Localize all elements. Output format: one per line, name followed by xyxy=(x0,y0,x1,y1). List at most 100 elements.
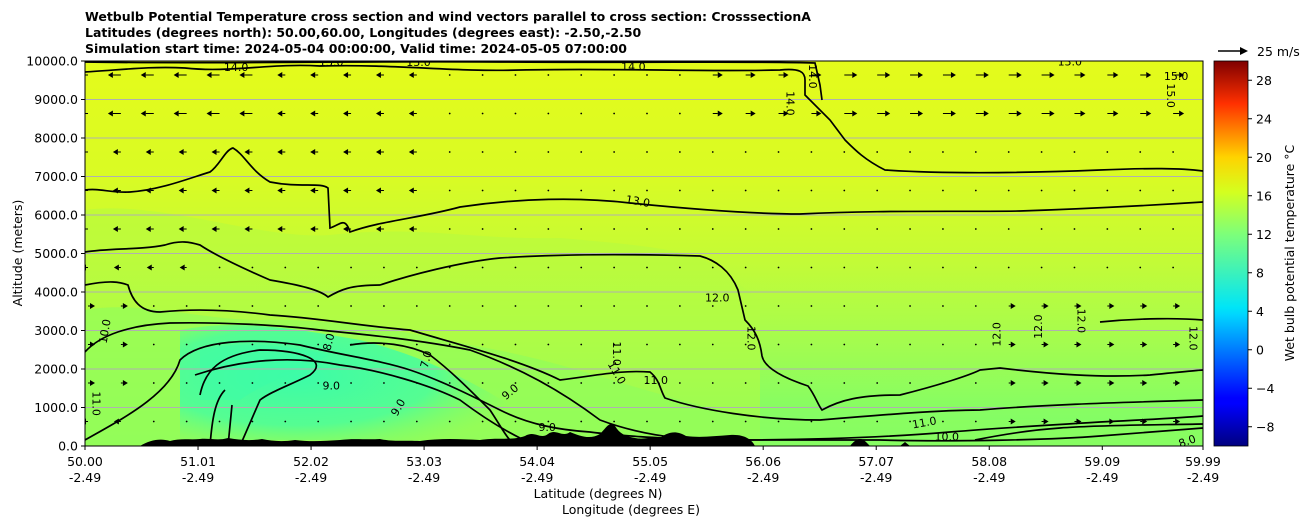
x-tick-label-lat: 57.07 xyxy=(858,454,894,469)
wind-vector xyxy=(448,266,451,269)
colorbar-tick-label: 16 xyxy=(1256,188,1272,203)
wind-vector xyxy=(317,266,320,269)
contour-label: 13.0 xyxy=(319,56,344,69)
wind-vector-head xyxy=(80,226,85,232)
wind-vector xyxy=(383,343,385,346)
wind-vector-head xyxy=(239,110,245,117)
wind-vector xyxy=(646,151,648,153)
wind-vector-head xyxy=(173,72,179,78)
wind-vector xyxy=(678,343,681,346)
wind-vector-head xyxy=(918,110,924,117)
wind-vector xyxy=(448,305,451,307)
wind-vector xyxy=(711,420,714,423)
wind-vector xyxy=(218,343,221,346)
wind-vector-head xyxy=(375,110,381,117)
contour-label: 13.0 xyxy=(1058,56,1083,69)
wind-vector-head xyxy=(244,187,250,194)
wind-vector xyxy=(843,266,846,269)
contour-label: 13.0 xyxy=(625,193,651,210)
wind-vector xyxy=(613,151,616,153)
contour-label: 14.0 xyxy=(806,64,819,89)
contour-label: 9.0 xyxy=(538,421,556,434)
contour-label: 12.0 xyxy=(1075,309,1088,334)
colorbar-tick-label: 4 xyxy=(1256,304,1264,319)
y-tick-label: 1000.0 xyxy=(34,400,78,415)
wind-vector-head xyxy=(343,226,349,232)
wind-vector xyxy=(251,343,254,346)
wind-vector-head xyxy=(1175,418,1181,425)
wind-vector xyxy=(843,189,846,192)
wind-vector xyxy=(909,382,911,384)
wind-vector xyxy=(152,382,155,384)
wind-vector xyxy=(810,228,813,230)
wind-vector-head xyxy=(244,226,250,232)
wind-vector xyxy=(777,151,780,153)
wind-vector-head xyxy=(145,226,151,232)
wind-vector-head xyxy=(310,110,316,117)
contour-13-mid xyxy=(85,147,1203,234)
wind-vector xyxy=(547,343,550,346)
wind-vector-head xyxy=(918,72,924,78)
wind-vector xyxy=(613,189,616,192)
wind-vector-head xyxy=(112,226,118,232)
x-tick-label-lon: -2.49 xyxy=(408,470,440,485)
wind-vector-head xyxy=(173,110,179,117)
wind-vector-head xyxy=(1109,341,1115,348)
contour-label: 15.0 xyxy=(1164,70,1189,83)
contour-11 xyxy=(85,281,1203,421)
wind-vector xyxy=(744,189,747,192)
wind-vector xyxy=(448,112,451,115)
wind-vector xyxy=(810,189,813,192)
wind-vector xyxy=(1073,228,1076,230)
wind-vector xyxy=(876,343,879,346)
wind-vector xyxy=(1139,189,1142,192)
contour-lines xyxy=(85,61,1203,446)
wind-vector xyxy=(843,382,846,384)
wind-vector xyxy=(1007,266,1010,269)
contour-9 xyxy=(85,340,1203,442)
wind-vector xyxy=(284,266,287,269)
wind-vector-head xyxy=(1142,303,1148,309)
wind-vector xyxy=(646,305,648,307)
wind-vector-head xyxy=(178,187,184,194)
wind-vector xyxy=(448,382,451,384)
wind-vector xyxy=(514,112,517,115)
wind-vector-head xyxy=(1142,418,1148,425)
terrain-fill-right xyxy=(850,439,910,446)
wind-vector-head xyxy=(80,149,85,155)
colorbar-ticks: −8 −4 0 4 8 12 16 20 24 28 xyxy=(1248,73,1274,434)
wind-vector xyxy=(646,343,648,346)
wind-vector xyxy=(218,305,221,307)
colorbar-tick-label: 8 xyxy=(1256,265,1264,280)
wind-vector xyxy=(1106,151,1109,153)
cool-core xyxy=(200,344,330,400)
wind-vector-head xyxy=(310,149,316,155)
contour-label: 12.0 xyxy=(705,291,730,304)
wind-vector-head xyxy=(1179,72,1185,78)
wind-vector xyxy=(251,266,254,269)
wind-vector xyxy=(547,112,550,115)
wind-vector xyxy=(646,382,648,384)
wind-vector xyxy=(218,382,221,384)
wind-vector xyxy=(613,112,616,115)
wind-vector-head xyxy=(1146,110,1152,117)
wind-vector xyxy=(547,151,550,153)
wind-vector xyxy=(1073,151,1076,153)
wind-vector-head xyxy=(244,149,250,155)
wind-vector xyxy=(580,382,583,384)
wind-vector xyxy=(777,343,780,346)
y-tick-label: 8000.0 xyxy=(34,131,78,146)
y-tick-label: 3000.0 xyxy=(34,323,78,338)
wind-vector xyxy=(876,266,879,269)
contour-label: 15.0 xyxy=(1164,83,1177,108)
wind-vector-head xyxy=(1043,418,1049,425)
wind-vector xyxy=(810,151,813,153)
wind-vector-head xyxy=(1076,380,1082,386)
wind-vector xyxy=(152,420,155,423)
wind-vector-head xyxy=(277,187,283,194)
wind-vector-head xyxy=(408,187,414,194)
wind-vector xyxy=(1040,228,1043,230)
wind-vector xyxy=(547,189,550,192)
wind-vector-head xyxy=(408,72,414,78)
y-tick-label: 6000.0 xyxy=(34,208,78,223)
